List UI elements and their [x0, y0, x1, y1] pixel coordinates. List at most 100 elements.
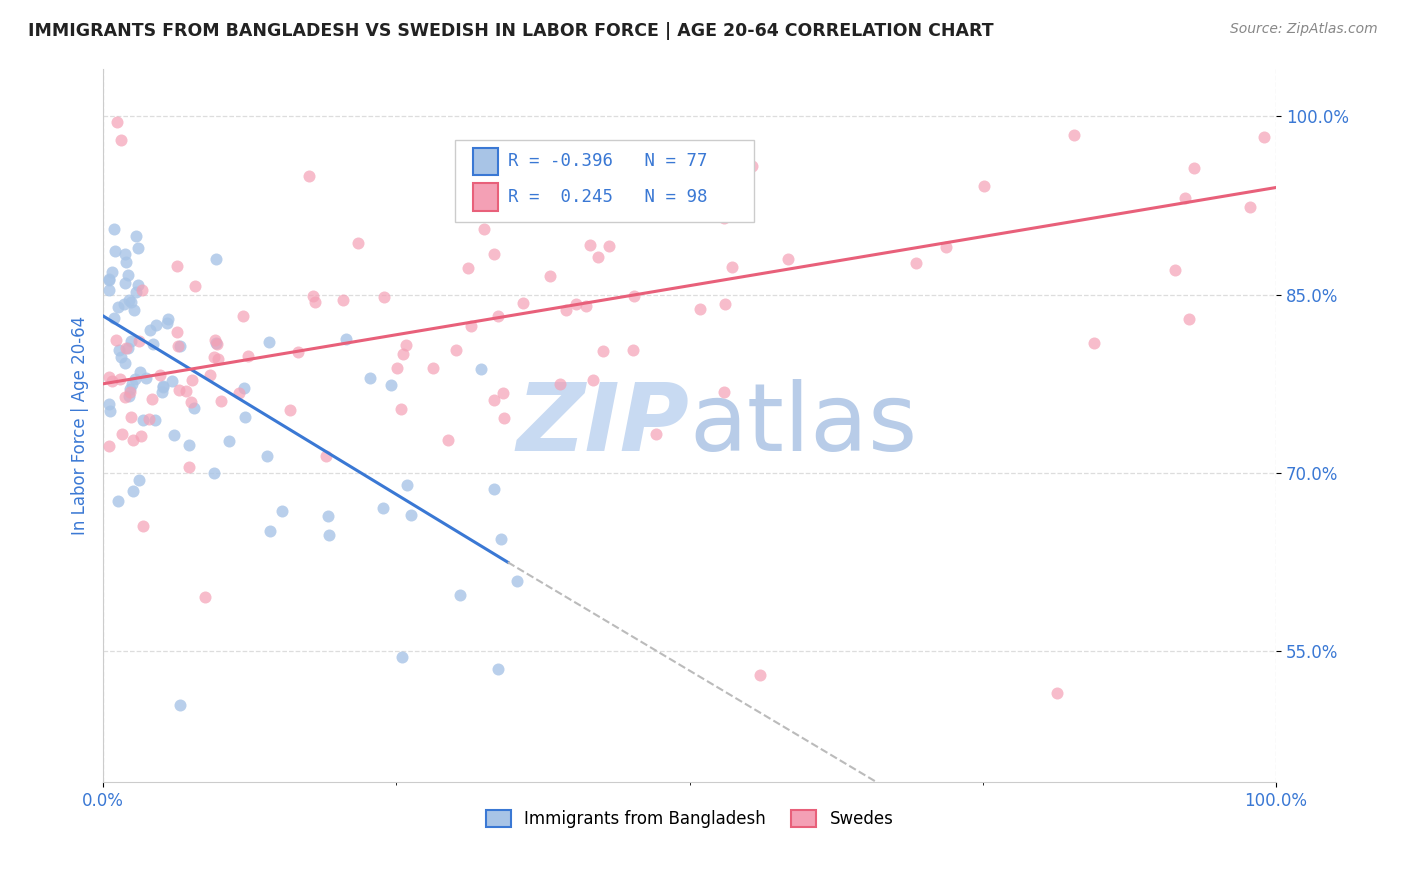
Point — [179, 460, 201, 475]
Point — [127, 278, 149, 293]
Legend: Immigrants from Bangladesh, Swedes: Immigrants from Bangladesh, Swedes — [479, 803, 900, 835]
Point — [114, 277, 136, 291]
Point — [392, 346, 415, 360]
Point — [98, 283, 121, 297]
Point — [121, 483, 143, 498]
Point — [623, 288, 645, 302]
Point — [748, 668, 770, 682]
Point — [287, 344, 309, 359]
Point — [713, 211, 735, 225]
Point — [103, 222, 125, 236]
Point — [335, 332, 357, 346]
Point — [492, 410, 515, 425]
Point — [129, 429, 152, 443]
Point — [298, 169, 321, 183]
Text: R = -0.396   N = 77: R = -0.396 N = 77 — [508, 153, 707, 170]
Point — [169, 339, 191, 353]
Point — [689, 302, 711, 317]
Point — [973, 178, 995, 193]
Point — [373, 500, 395, 515]
Point — [139, 323, 162, 337]
Point — [1253, 130, 1275, 145]
Point — [470, 361, 492, 376]
Text: R =  0.245   N = 98: R = 0.245 N = 98 — [508, 188, 707, 206]
Point — [157, 311, 180, 326]
Point — [152, 379, 174, 393]
Point — [538, 269, 561, 284]
Point — [579, 237, 602, 252]
Point — [1174, 191, 1197, 205]
Point — [110, 372, 132, 386]
Point — [548, 377, 571, 392]
Point — [122, 434, 145, 448]
Point — [232, 381, 254, 395]
Point — [1045, 686, 1067, 700]
Point — [741, 159, 763, 173]
Point — [101, 374, 124, 388]
Bar — [472, 148, 498, 175]
Point — [184, 278, 207, 293]
Point — [278, 403, 301, 417]
Point — [135, 371, 157, 385]
Point — [512, 296, 534, 310]
Point — [332, 293, 354, 307]
Point — [582, 373, 605, 387]
Point — [207, 351, 229, 366]
Point — [150, 385, 173, 400]
Point — [575, 298, 598, 312]
Point — [492, 386, 515, 401]
Point — [905, 256, 928, 270]
Point — [202, 466, 225, 480]
Point — [114, 391, 136, 405]
Point — [115, 341, 138, 355]
Point — [565, 297, 588, 311]
Point — [385, 360, 408, 375]
Point — [194, 591, 217, 605]
Point — [205, 337, 228, 351]
Point — [127, 241, 149, 255]
Point — [149, 368, 172, 382]
Point — [125, 285, 148, 299]
Point — [120, 294, 142, 309]
FancyBboxPatch shape — [456, 140, 754, 222]
Point — [373, 290, 395, 304]
Point — [111, 427, 134, 442]
Point — [588, 250, 610, 264]
Point — [505, 574, 527, 588]
Point — [120, 382, 142, 396]
Point — [598, 239, 620, 253]
Point — [128, 334, 150, 349]
Point — [98, 273, 121, 287]
Point — [120, 334, 142, 348]
Point — [141, 392, 163, 406]
Point — [1178, 312, 1201, 326]
Point — [621, 343, 644, 358]
Point — [714, 297, 737, 311]
Point — [107, 115, 129, 129]
Point — [105, 333, 128, 347]
Point — [232, 309, 254, 323]
Point — [401, 508, 423, 523]
Point — [114, 254, 136, 268]
Point — [256, 449, 278, 463]
Point — [117, 268, 139, 282]
Point — [460, 318, 482, 333]
Point — [98, 404, 121, 418]
Point — [318, 528, 340, 542]
Point — [449, 588, 471, 602]
Point — [124, 372, 146, 386]
Point — [228, 385, 250, 400]
Point — [114, 246, 136, 260]
Point — [200, 368, 222, 382]
Point — [1239, 200, 1261, 214]
Point — [145, 318, 167, 333]
Point — [98, 370, 121, 384]
Point — [389, 401, 412, 416]
Text: Source: ZipAtlas.com: Source: ZipAtlas.com — [1230, 22, 1378, 37]
Point — [713, 385, 735, 400]
Point — [482, 247, 505, 261]
Point — [592, 344, 614, 359]
Point — [132, 413, 155, 427]
Point — [160, 374, 183, 388]
Point — [486, 662, 509, 676]
